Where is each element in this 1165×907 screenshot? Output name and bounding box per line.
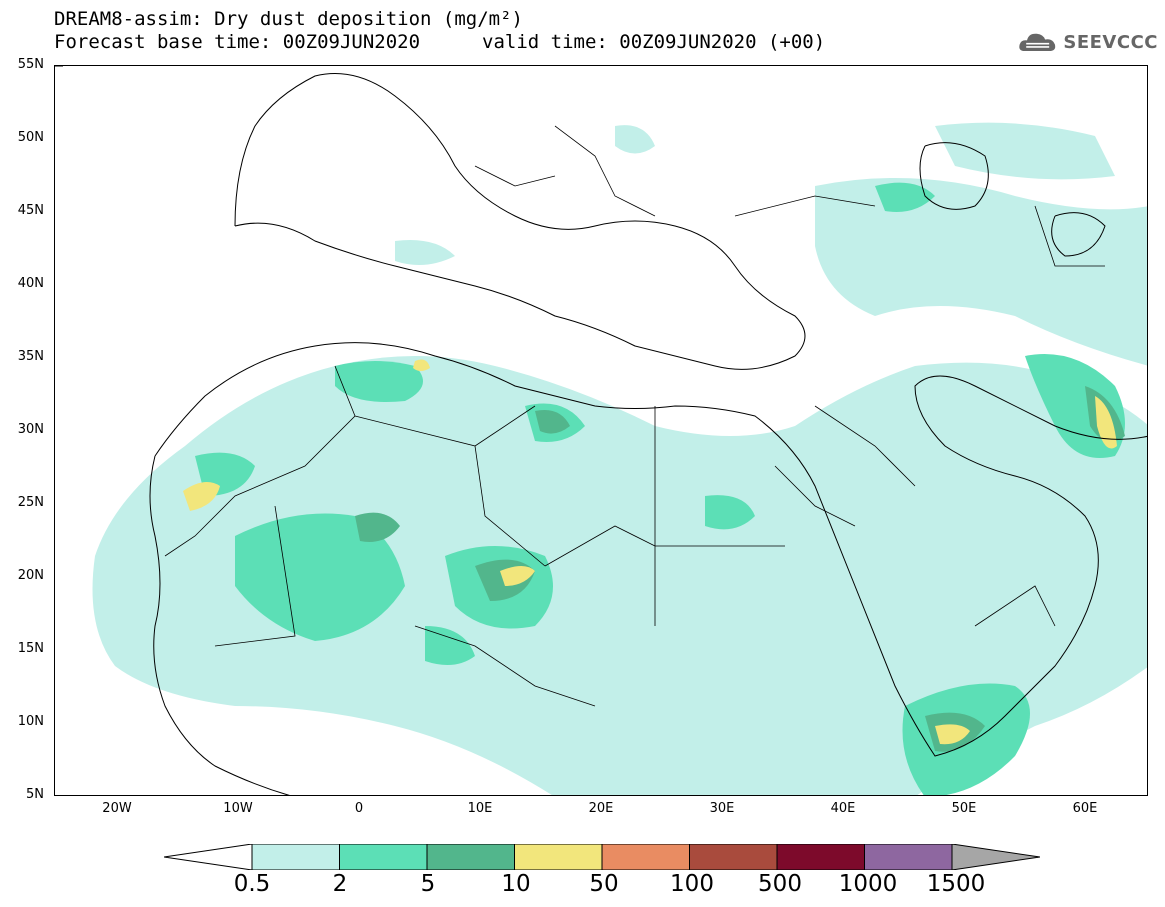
colorbar-label: 0.5 bbox=[233, 871, 271, 897]
colorbar-label: 100 bbox=[670, 871, 714, 897]
colorbar-label: 1000 bbox=[838, 871, 898, 897]
lon-label: 10W bbox=[223, 801, 253, 816]
logo-text: SEEVCCC bbox=[1063, 31, 1158, 53]
colorbar-label: 1500 bbox=[926, 871, 986, 897]
dust-field-10-50 bbox=[183, 359, 1117, 745]
dust-deposition-map bbox=[54, 65, 1148, 796]
coastlines bbox=[149, 73, 1147, 795]
colorbar-under-triangle bbox=[164, 844, 253, 870]
dust-field-0.5-2 bbox=[92, 122, 1147, 795]
colorbar-segment bbox=[601, 844, 690, 870]
lat-label: 40N bbox=[17, 276, 44, 291]
colorbar-label: 10 bbox=[501, 871, 531, 897]
colorbar-over-triangle bbox=[951, 844, 1040, 870]
lat-label: 25N bbox=[17, 495, 44, 510]
lon-label: 50E bbox=[951, 801, 977, 816]
lat-label: 45N bbox=[17, 203, 44, 218]
colorbar-segment bbox=[776, 844, 865, 870]
lon-label: 60E bbox=[1072, 801, 1098, 816]
colorbar-segment bbox=[514, 844, 603, 870]
lat-label: 10N bbox=[17, 714, 44, 729]
colorbar-segment bbox=[426, 844, 515, 870]
colorbar-segment bbox=[864, 844, 953, 870]
colorbar bbox=[164, 844, 1040, 870]
political-borders bbox=[164, 125, 1105, 707]
lon-label: 20W bbox=[102, 801, 132, 816]
lon-label: 20E bbox=[588, 801, 614, 816]
colorbar-segment bbox=[689, 844, 778, 870]
lat-label: 55N bbox=[17, 57, 44, 72]
lon-label: 30E bbox=[709, 801, 735, 816]
lat-label: 30N bbox=[17, 422, 44, 437]
lat-label: 15N bbox=[17, 641, 44, 656]
lon-label: 0 bbox=[354, 801, 364, 816]
colorbar-label: 500 bbox=[758, 871, 802, 897]
colorbar-label: 2 bbox=[332, 871, 348, 897]
seevccc-logo: SEEVCCC bbox=[1018, 26, 1158, 58]
lon-label: 40E bbox=[830, 801, 856, 816]
lat-label: 35N bbox=[17, 349, 44, 364]
colorbar-label: 50 bbox=[589, 871, 619, 897]
colorbar-label: 5 bbox=[420, 871, 436, 897]
lat-label: 20N bbox=[17, 568, 44, 583]
colorbar-segment bbox=[339, 844, 428, 870]
valid-time: valid time: 00Z09JUN2020 (+00) bbox=[482, 31, 826, 53]
lon-label: 10E bbox=[467, 801, 493, 816]
colorbar-segment bbox=[251, 844, 340, 870]
map-canvas bbox=[55, 66, 1147, 795]
map-title: DREAM8-assim: Dry dust deposition (mg/m²… bbox=[54, 8, 523, 30]
cloud-icon bbox=[1019, 33, 1056, 52]
lat-label: 50N bbox=[17, 130, 44, 145]
lat-label: 5N bbox=[26, 787, 44, 802]
forecast-base-time: Forecast base time: 00Z09JUN2020 bbox=[54, 31, 421, 53]
